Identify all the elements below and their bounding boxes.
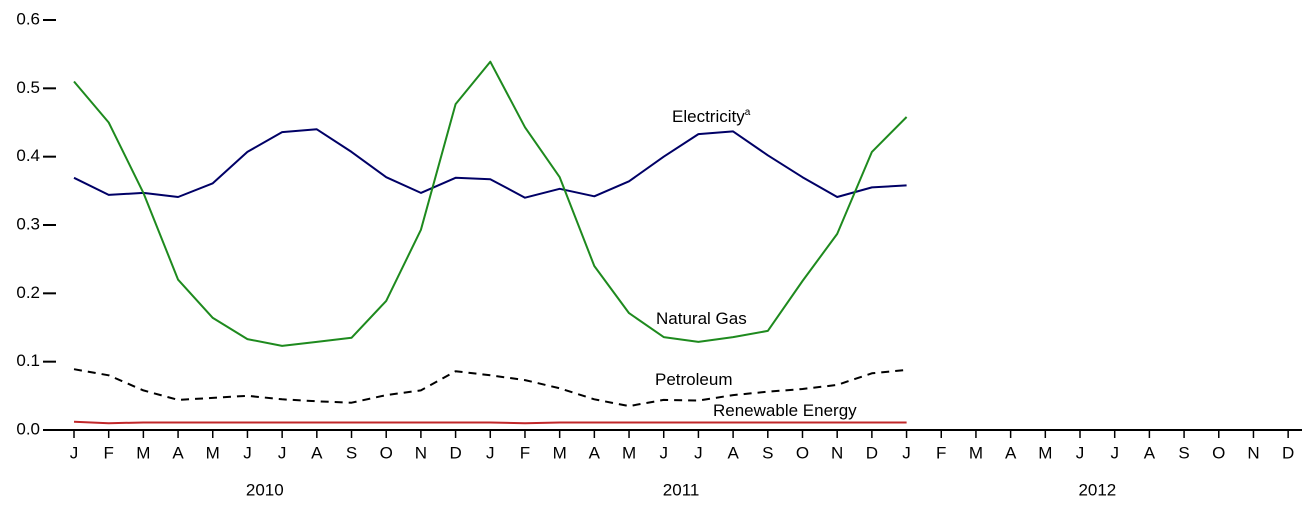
x-tick-label: A	[1144, 443, 1156, 462]
series-label: Renewable Energy	[713, 401, 857, 420]
series-label: Petroleum	[655, 370, 732, 389]
y-tick-label: 0.3	[16, 214, 40, 233]
x-tick-label: S	[762, 443, 773, 462]
x-tick-label: O	[796, 443, 809, 462]
x-tick-label: J	[1076, 443, 1085, 462]
series-line	[73, 60, 908, 347]
x-tick-label: O	[1212, 443, 1225, 462]
series-name: Petroleum	[655, 370, 732, 389]
x-tick-label: J	[278, 443, 287, 462]
x-tick-label: S	[1178, 443, 1189, 462]
series-line	[73, 420, 907, 425]
x-tick-label: F	[520, 443, 530, 462]
x-tick-label: D	[866, 443, 878, 462]
series-name: Natural Gas	[656, 309, 747, 328]
x-tick-label: D	[449, 443, 461, 462]
x-tick-label: O	[380, 443, 393, 462]
x-tick-label: A	[1005, 443, 1017, 462]
x-tick-label: J	[486, 443, 495, 462]
series-line	[73, 128, 907, 199]
x-tick-label: J	[70, 443, 79, 462]
y-tick-label: 0.0	[16, 419, 40, 438]
series-label: Natural Gas	[656, 309, 747, 328]
x-tick-label: J	[1110, 443, 1119, 462]
y-tick-label: 0.2	[16, 283, 40, 302]
x-tick-label: M	[206, 443, 220, 462]
x-tick-label: A	[172, 443, 184, 462]
series-superscript: a	[745, 107, 751, 118]
x-tick-label: A	[727, 443, 739, 462]
series-label: Electricitya	[672, 107, 751, 127]
x-tick-label: A	[589, 443, 601, 462]
x-tick-label: S	[346, 443, 357, 462]
year-label: 2012	[1078, 480, 1116, 499]
x-tick-label: J	[694, 443, 703, 462]
x-tick-label: J	[659, 443, 668, 462]
x-tick-label: M	[136, 443, 150, 462]
x-tick-label: N	[415, 443, 427, 462]
y-tick-label: 0.1	[16, 351, 40, 370]
x-tick-label: F	[103, 443, 113, 462]
x-tick-label: J	[902, 443, 911, 462]
x-tick-label: A	[311, 443, 323, 462]
x-tick-label: N	[831, 443, 843, 462]
x-tick-label: M	[1038, 443, 1052, 462]
x-tick-label: J	[243, 443, 252, 462]
x-tick-label: M	[969, 443, 983, 462]
series-line	[73, 368, 907, 408]
x-tick-label: M	[622, 443, 636, 462]
y-tick-label: 0.6	[16, 9, 40, 28]
year-label: 2011	[663, 480, 700, 499]
year-label: 2010	[246, 480, 284, 499]
x-tick-label: D	[1282, 443, 1294, 462]
y-tick-label: 0.4	[16, 146, 40, 165]
x-tick-label: M	[553, 443, 567, 462]
x-tick-label: N	[1247, 443, 1259, 462]
series-name: Electricity	[672, 107, 745, 126]
x-tick-label: F	[936, 443, 946, 462]
y-tick-label: 0.5	[16, 78, 40, 97]
series-name: Renewable Energy	[713, 401, 857, 420]
